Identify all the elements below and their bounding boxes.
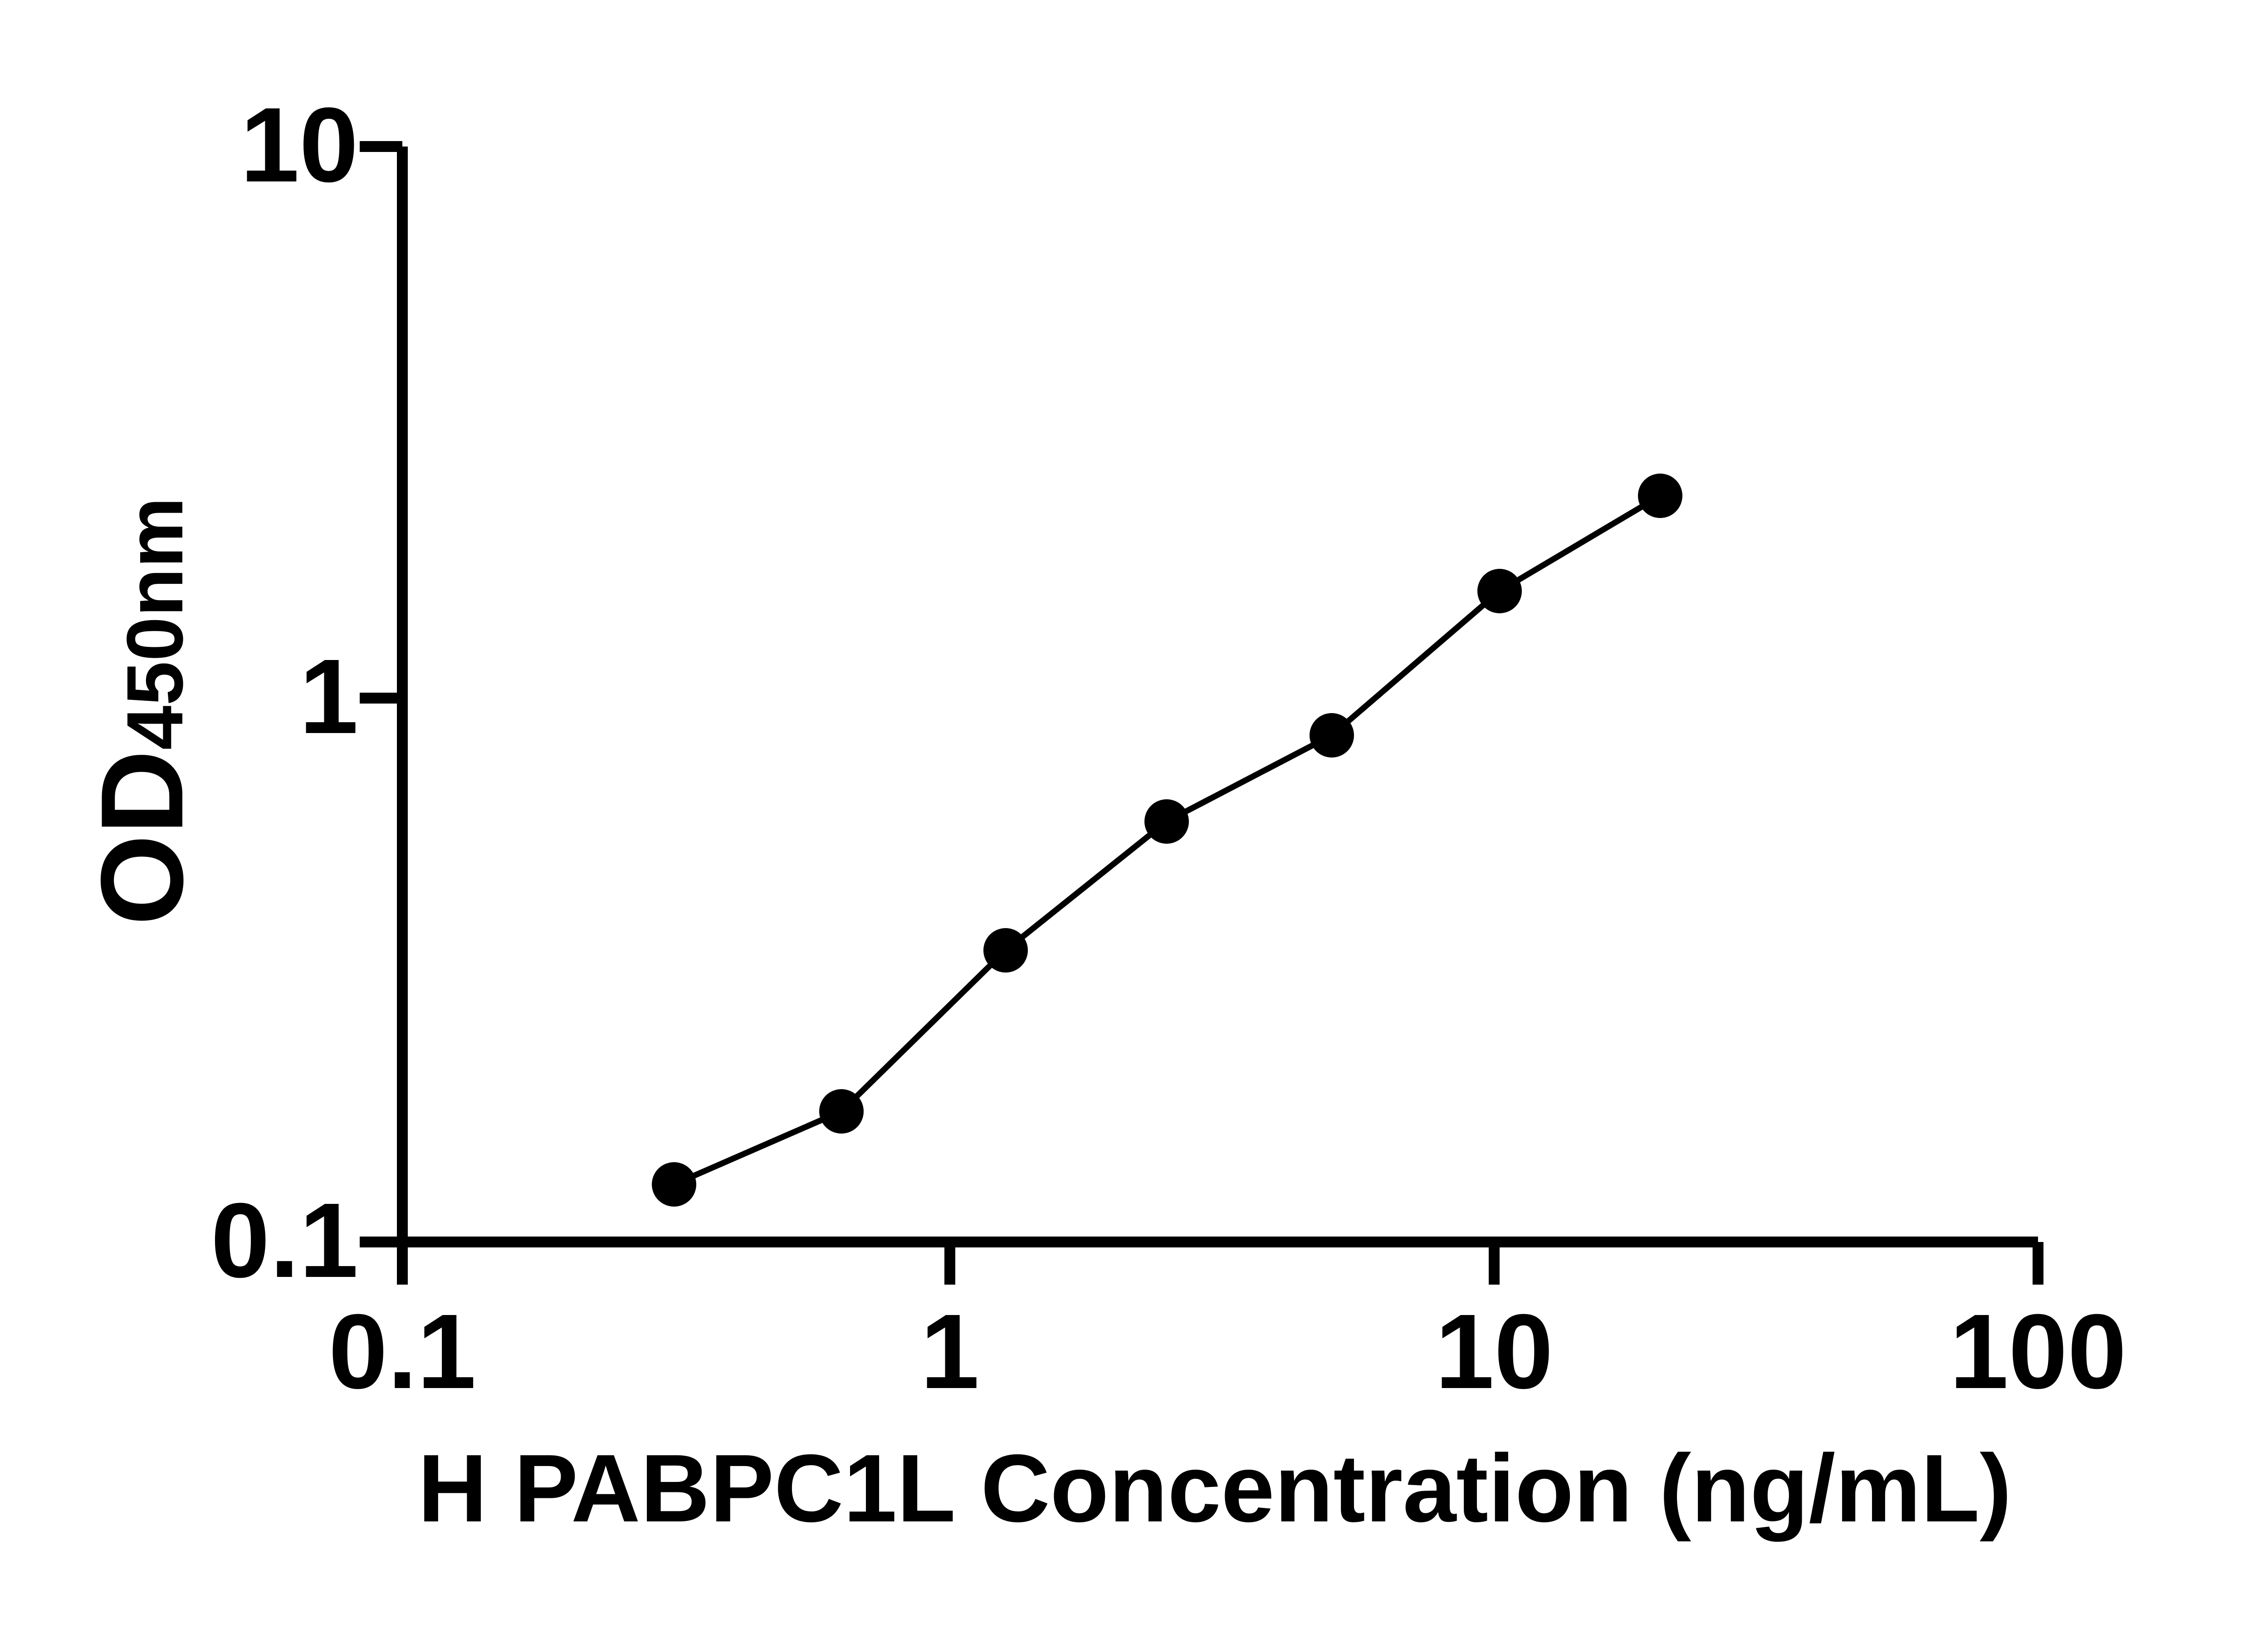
svg-text:10: 10 <box>1435 1292 1553 1411</box>
svg-text:1: 1 <box>299 637 358 756</box>
svg-text:1: 1 <box>920 1292 979 1411</box>
svg-text:10: 10 <box>240 85 358 204</box>
svg-text:0.1: 0.1 <box>328 1292 476 1411</box>
svg-text:H PABPC1L Concentration (ng/mL: H PABPC1L Concentration (ng/mL) <box>418 1434 2012 1542</box>
svg-text:0.1: 0.1 <box>211 1181 358 1300</box>
svg-text:100: 100 <box>1950 1292 2126 1411</box>
